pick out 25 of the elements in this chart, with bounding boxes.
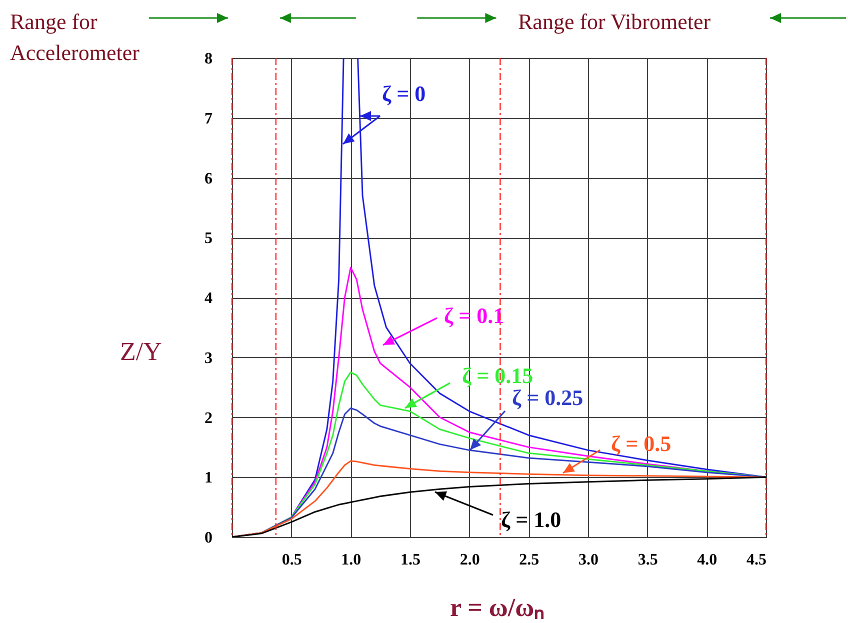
line-series (232, 476, 766, 537)
y-tick-label: 7 (204, 110, 212, 128)
x-tick-label: 2.0 (460, 552, 480, 568)
x-axis-title: r = ω/ωₙ (450, 593, 544, 622)
x-tick-label: 4.0 (697, 552, 718, 568)
y-tick-label: 6 (204, 170, 212, 188)
text: Range for Vibrometer (518, 9, 712, 34)
series-label: ζ = 1.0 (501, 507, 562, 532)
text: Range for Accelerometer (10, 9, 140, 65)
x-tick-label: 1.5 (400, 552, 420, 568)
x-tick-label: 4.5 (746, 552, 766, 568)
series-label: ζ = 0 (382, 81, 426, 106)
y-tick-label: 2 (204, 410, 212, 427)
y-tick-label: 1 (204, 470, 212, 487)
y-axis-title: Z/Y (120, 337, 162, 366)
y-tick-label: 0 (204, 530, 212, 546)
y-tick-label: 4 (204, 290, 212, 307)
y-tick-label: 8 (204, 50, 212, 68)
x-tick-label: 0.5 (282, 552, 302, 568)
x-tick-label: 3.0 (578, 552, 598, 568)
x-tick-label: 2.5 (519, 552, 540, 568)
y-tick-label: 5 (204, 230, 212, 248)
y-tick-label: 3 (204, 350, 212, 367)
x-tick-label: 3.5 (638, 552, 658, 568)
x-tick-label: 1.0 (341, 552, 362, 568)
